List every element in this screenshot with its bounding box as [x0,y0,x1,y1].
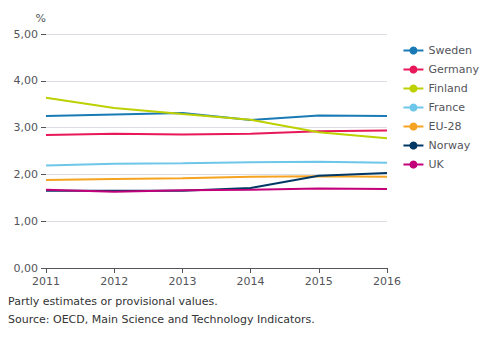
svg-text:0,00: 0,00 [14,262,39,275]
svg-text:2011: 2011 [32,275,60,288]
svg-text:2014: 2014 [237,275,265,288]
svg-text:2,00: 2,00 [14,168,39,181]
svg-text:France: France [428,101,465,114]
svg-text:Partly estimates or provisiona: Partly estimates or provisional values. [8,295,218,308]
svg-text:Source: OECD, Main Science and: Source: OECD, Main Science and Technolog… [8,313,315,326]
svg-text:2016: 2016 [373,275,401,288]
svg-text:Sweden: Sweden [428,44,471,57]
svg-text:2013: 2013 [168,275,196,288]
svg-text:5,00: 5,00 [14,28,39,41]
svg-text:1,00: 1,00 [14,215,39,228]
svg-text:Norway: Norway [428,139,470,152]
svg-text:Germany: Germany [428,63,479,76]
svg-text:2015: 2015 [305,275,333,288]
svg-text:Finland: Finland [428,82,467,95]
svg-text:%: % [36,12,46,25]
svg-text:3,00: 3,00 [14,121,39,134]
svg-text:EU-28: EU-28 [428,120,461,133]
svg-text:UK: UK [428,158,444,171]
svg-text:2012: 2012 [100,275,128,288]
svg-text:4,00: 4,00 [14,74,39,87]
